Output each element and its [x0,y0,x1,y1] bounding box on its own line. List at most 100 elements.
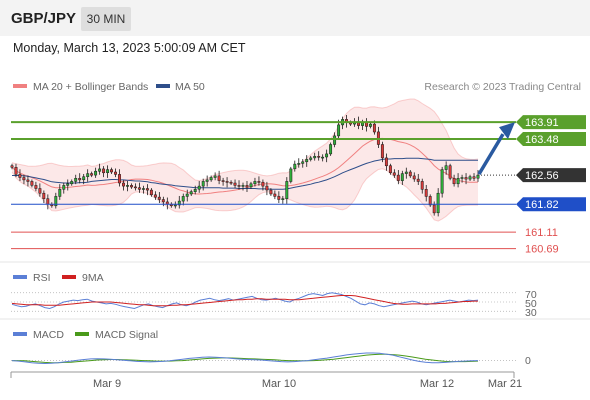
legend-bollinger-swatch [13,84,27,88]
candle-body [269,189,273,195]
rsi-tick-70: 70 [525,289,537,301]
candle-body [245,185,249,188]
candle-body [388,165,392,174]
chart-header: GBP/JPY 30 MIN [0,0,590,36]
level-tag [516,168,586,183]
candle-body [213,175,217,178]
candle-body [392,172,396,176]
candle-body [380,144,384,159]
candle-body [460,177,464,179]
candle-body [157,196,161,200]
level-label: 161.82 [525,199,559,211]
candle-body [181,196,185,202]
candle-body [289,168,293,182]
level-label: 160.69 [525,244,559,256]
candle-body [133,186,137,189]
symbol-title: GBP/JPY [11,10,77,27]
candle-body [241,185,245,187]
candle-body [249,183,253,188]
candle-body [400,173,404,181]
candle-body [301,161,305,164]
candle-body [62,185,66,190]
candle-body [137,187,141,190]
candle-body [34,185,38,189]
candle-body [313,156,317,159]
candle-body [404,171,408,174]
candle-body [130,185,133,188]
candle-body [233,182,237,186]
candle-body [432,204,436,214]
candle-body [38,188,42,194]
candle-body [173,204,177,207]
macd-layer [11,352,516,365]
candle-body [456,178,460,185]
candle-body [10,165,14,168]
candle-body [18,174,22,178]
candle-body [42,192,46,199]
bollinger-upper [11,98,479,182]
candle-body [277,196,281,200]
candle-body [114,171,117,175]
candle-body [54,196,58,207]
candle-body [225,181,229,183]
candle-body [305,159,309,163]
candle-body [464,177,468,180]
candle-body [436,192,440,214]
level-label: 163.48 [525,134,559,146]
timeframe-button[interactable]: 30 MIN [81,7,131,31]
candle-body [396,174,400,181]
candle-body [237,185,241,187]
candle-body [30,181,34,186]
candle-body [201,181,205,187]
candle-body [452,178,456,185]
bollinger-lower [11,168,478,222]
legend-rsi-swatch [13,275,27,279]
legend-ma50-swatch [156,84,170,88]
legend-macd-signal-swatch [75,332,89,336]
legend-rsi-label: RSI [33,272,51,284]
candle-body [153,194,157,198]
legend-rsi-ma-swatch [62,275,76,279]
candle-body [416,178,420,182]
candle-body [384,157,388,167]
candle-body [193,189,197,192]
candle-body [14,167,18,175]
candle-body [420,181,424,190]
candle-body [325,153,329,158]
candle-body [74,178,78,182]
candle-body [468,176,472,180]
projection-arrow-head [499,122,515,140]
candle-body [161,199,165,203]
candle-body [253,181,257,185]
macd-tick-0: 0 [525,355,531,367]
legend-rsi-ma-label: 9MA [82,272,104,284]
candle-body [368,123,372,127]
candle-body [118,174,121,184]
candle-body [333,135,337,145]
legend-macd-swatch [13,332,27,336]
ma50-line [12,157,478,190]
x-tick-mar12: Mar 12 [420,378,454,390]
rsi-line [11,292,479,310]
candle-body [281,198,285,200]
x-tick-mar10: Mar 10 [262,378,296,390]
candle-body [106,169,110,173]
candle-body [329,144,333,155]
candle-body [26,179,30,182]
legend-macd-label: MACD [33,329,64,341]
candle-body [78,178,82,181]
legend-ma50-label: MA 50 [175,81,205,93]
price-layer [10,98,480,222]
level-tag [516,197,586,212]
candle-body [424,189,428,197]
candle-body [472,176,476,179]
candle-body [428,196,432,206]
macd-signal-line [12,353,479,364]
candle-body [408,171,412,177]
candle-body [273,193,277,197]
candle-body [122,182,125,187]
candle-body [189,191,193,195]
candle-body [209,177,213,181]
rsi-tick-50: 50 [525,298,537,310]
